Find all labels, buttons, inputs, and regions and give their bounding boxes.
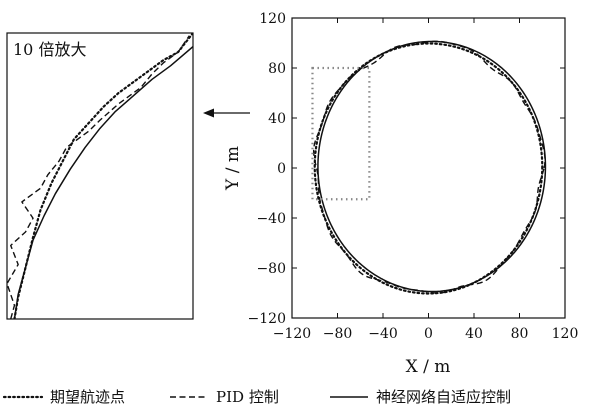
x-axis-label: X / m	[406, 357, 451, 377]
legend-label: 期望航迹点	[50, 388, 125, 406]
inset-curves	[7, 33, 193, 319]
x-tick-label: 120	[552, 326, 579, 342]
y-tick-label: 40	[268, 111, 286, 127]
y-axis-label: Y / m	[223, 146, 243, 191]
main-series-solid	[317, 40, 547, 293]
x-tick-label: 40	[465, 326, 483, 342]
x-tick-label: −80	[323, 326, 353, 342]
inset-plot: 10 倍放大	[6, 32, 194, 320]
main-plot-frame	[291, 17, 566, 319]
legend-label: PID 控制	[216, 388, 279, 406]
y-tick-label: −40	[256, 211, 286, 227]
main-axis-ticks: −120 −80 −40 0 40 80 120 −120 −80 −40 0 40 80 120	[248, 11, 579, 342]
y-tick-label: 120	[259, 11, 286, 27]
inset-series-solid	[13, 46, 193, 319]
main-series-dashed	[312, 40, 546, 294]
legend: 期望航迹点 PID 控制 神经网络自适应控制	[2, 388, 511, 406]
x-tick-label: −40	[368, 326, 398, 342]
main-plot: −120 −80 −40 0 40 80 120 −120 −80 −40 0 40 80 120 X /…	[223, 11, 578, 377]
y-tick-label: −120	[248, 311, 286, 327]
y-tick-label: 80	[268, 61, 286, 77]
inset-title: 10 倍放大	[13, 40, 86, 59]
inset-frame	[6, 32, 194, 320]
zoom-region-box	[311, 66, 371, 201]
y-tick-label: 0	[277, 161, 286, 177]
main-curves	[312, 40, 547, 295]
legend-label: 神经网络自适应控制	[376, 388, 511, 406]
x-tick-label: −120	[273, 326, 311, 342]
magnify-arrow	[203, 108, 250, 118]
inset-series-dashed	[7, 35, 190, 319]
x-tick-label: 80	[511, 326, 529, 342]
x-tick-label: 0	[424, 326, 433, 342]
y-tick-label: −80	[256, 261, 286, 277]
